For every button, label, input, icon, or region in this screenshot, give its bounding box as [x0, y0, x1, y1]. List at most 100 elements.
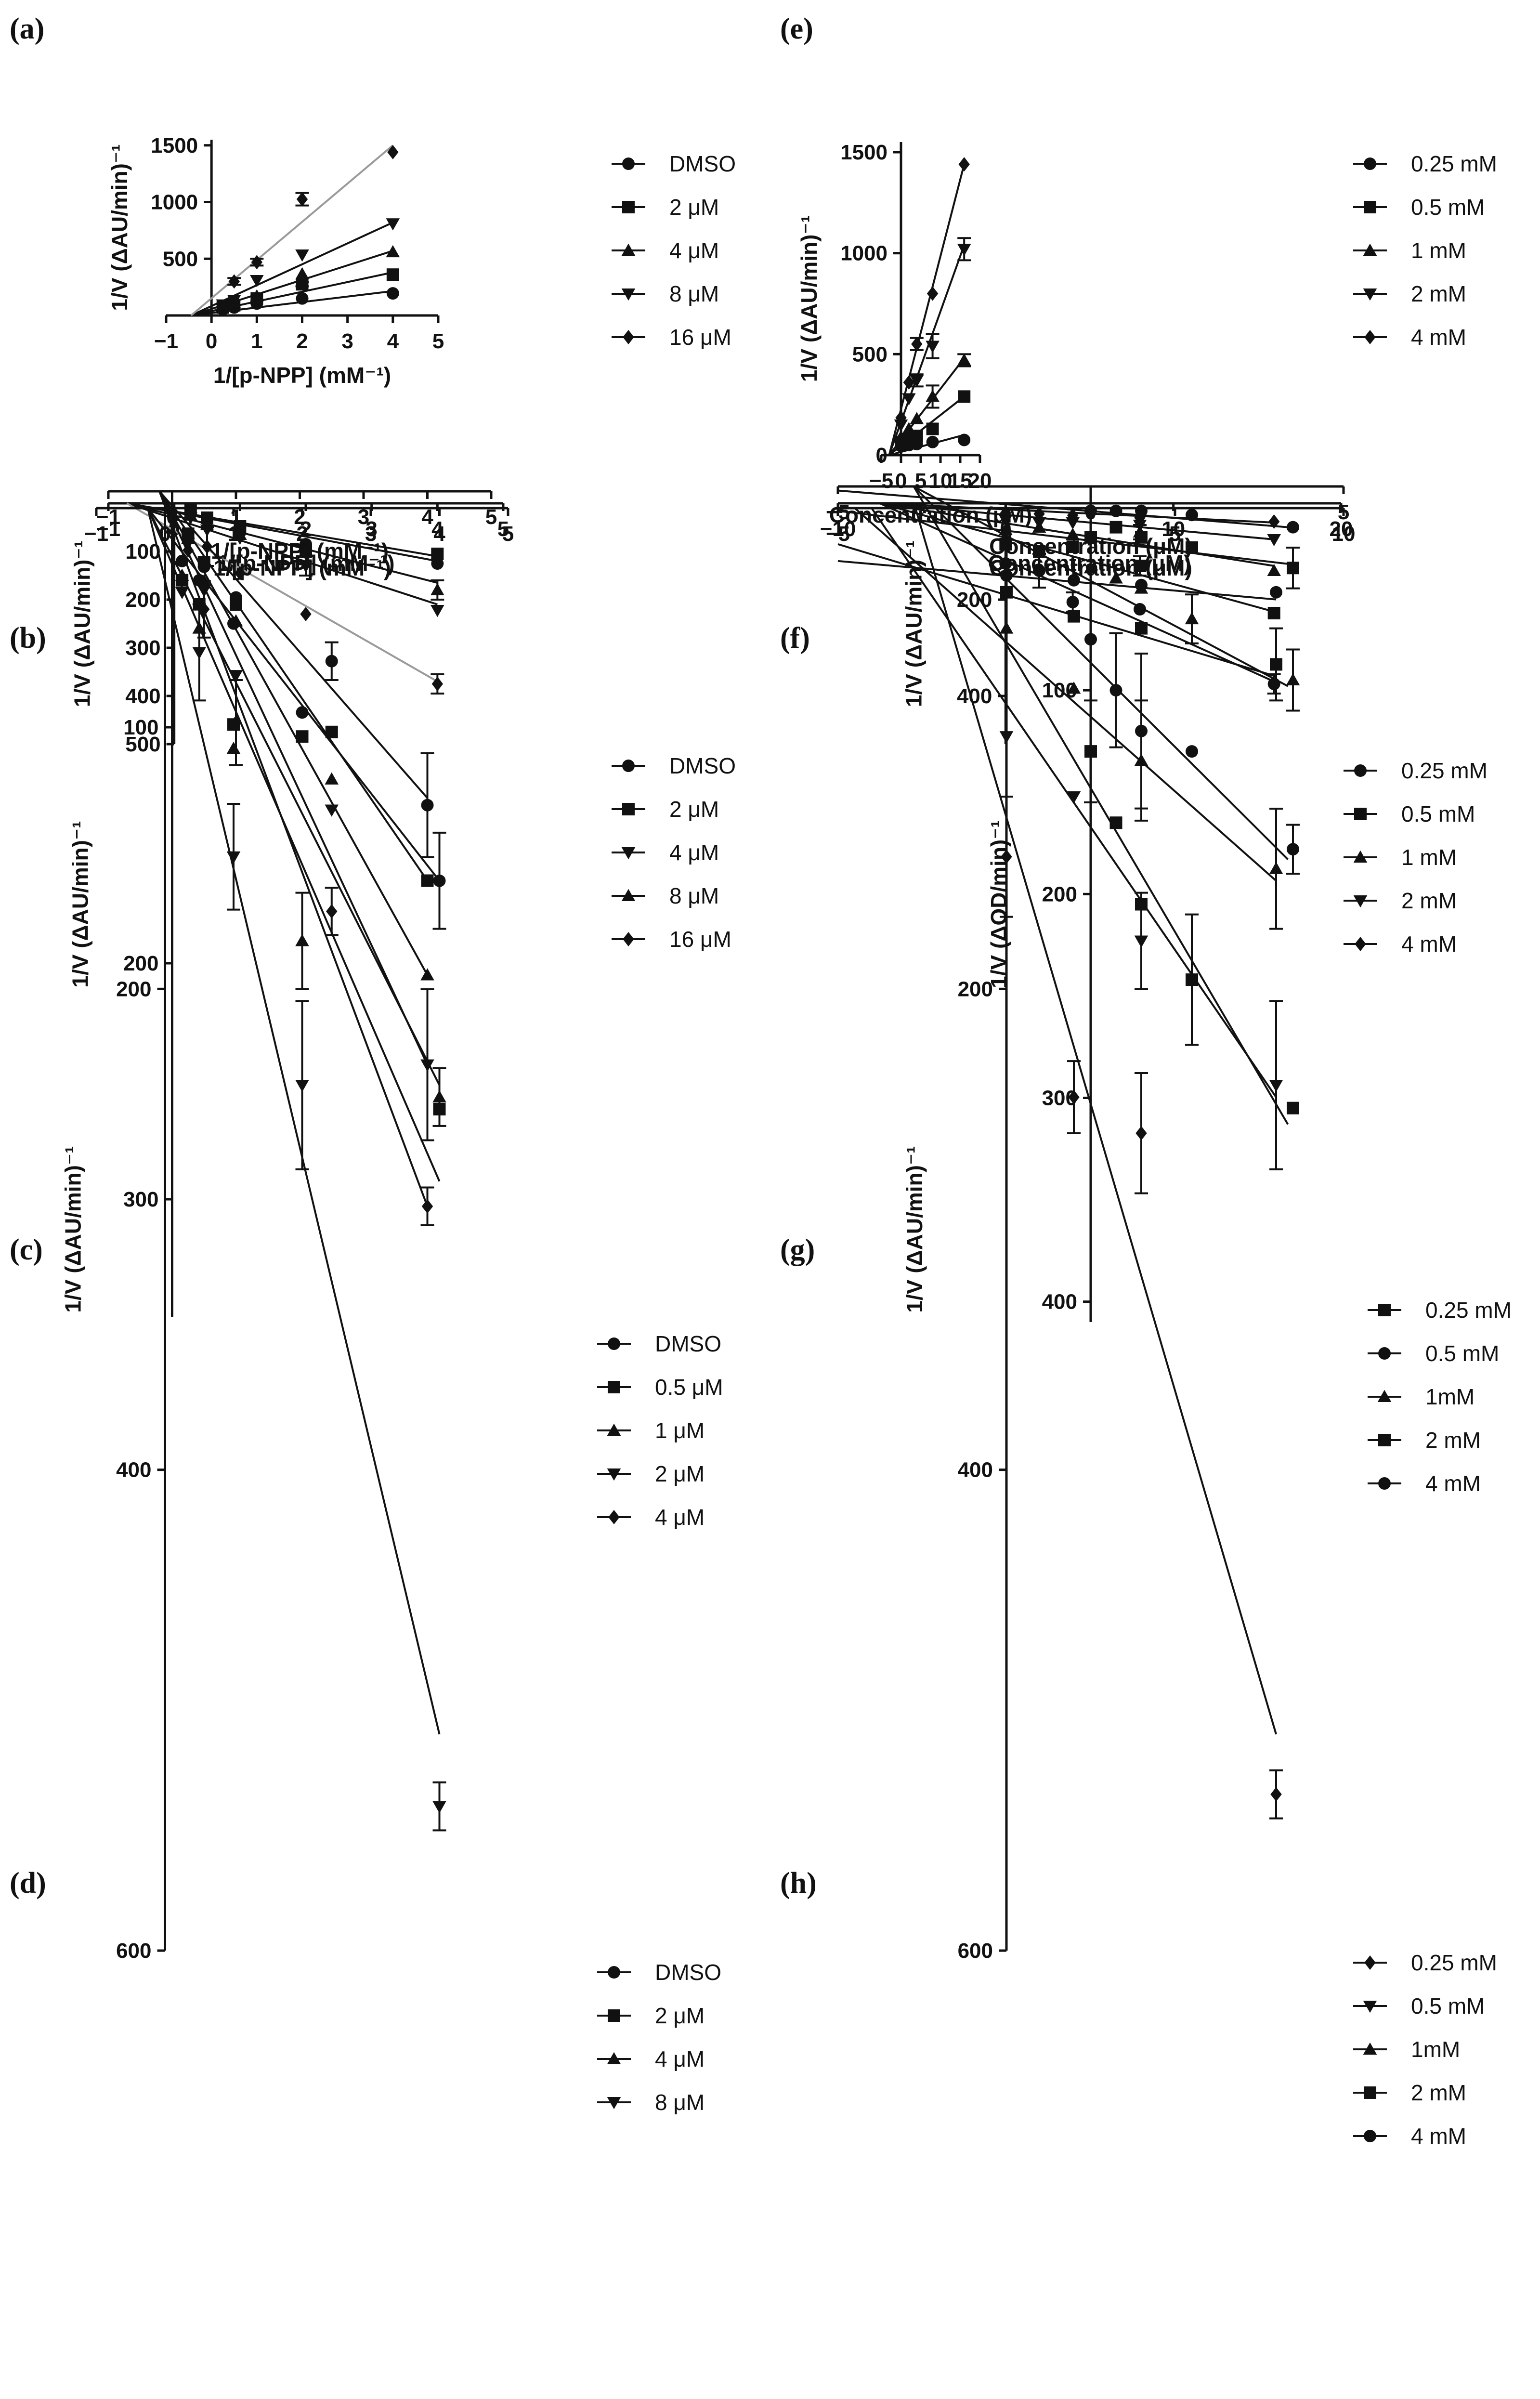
legend-label: 4 mM: [1411, 2124, 1466, 2149]
y-tick-label: 1000: [840, 242, 887, 265]
data-point: [226, 741, 241, 754]
data-point: [229, 670, 243, 682]
y-tick-label: 200: [125, 588, 160, 612]
data-point: [1287, 562, 1299, 575]
panel-b: (b)−10123451002003004005001/[p-NPP] (mM⁻…: [10, 502, 736, 952]
series-5: [837, 560, 1282, 601]
legend-marker: [1353, 895, 1368, 908]
legend-marker: [1364, 1955, 1376, 1970]
data-point: [431, 583, 444, 596]
data-point: [1066, 527, 1080, 540]
legend-label: 0.25 mM: [1411, 151, 1497, 176]
y-tick-label: 0: [876, 444, 887, 467]
data-point: [1066, 517, 1080, 530]
x-tick-label: −1: [84, 522, 108, 546]
panel-label: (h): [780, 1867, 817, 1900]
data-point: [1109, 504, 1122, 517]
x-tick-label: −10: [820, 517, 856, 541]
legend-label: 1 μM: [655, 1418, 705, 1443]
data-point: [1001, 849, 1012, 864]
data-point: [1135, 531, 1148, 544]
data-point: [1267, 607, 1280, 619]
data-point: [296, 292, 309, 305]
legend: DMSO 2 μM 4 μM 8 μM 16 μM: [612, 151, 736, 350]
series-3: [147, 508, 446, 1182]
data-point: [1067, 791, 1081, 804]
y-tick-label: 400: [1042, 1290, 1077, 1314]
data-point: [926, 341, 940, 353]
legend-label: 0.5 mM: [1411, 195, 1485, 220]
legend-label: 0.5 mM: [1411, 1993, 1485, 2019]
series-4: [158, 491, 434, 1141]
data-point: [296, 706, 309, 719]
data-point: [1068, 574, 1080, 587]
legend-label: 8 μM: [655, 2090, 705, 2115]
data-point: [251, 255, 263, 270]
x-tick-label: −5: [869, 469, 893, 493]
x-tick-label: 0: [206, 329, 217, 353]
legend-label: 4 mM: [1401, 931, 1457, 957]
y-tick-label: 400: [116, 1458, 151, 1482]
data-point: [325, 655, 338, 668]
legend-marker: [1364, 157, 1376, 170]
data-point: [1186, 745, 1198, 758]
legend-marker: [621, 889, 636, 902]
panel-label: (e): [780, 13, 813, 45]
data-point: [421, 874, 434, 887]
legend-marker: [1377, 1390, 1392, 1403]
legend-label: 2 μM: [655, 2003, 705, 2028]
fit-line: [158, 491, 429, 976]
data-point: [1066, 540, 1079, 553]
legend-marker: [1378, 1477, 1391, 1490]
data-point: [1287, 1101, 1299, 1114]
data-point: [958, 157, 970, 172]
data-point: [227, 718, 240, 731]
legend-marker: [1363, 2000, 1377, 2013]
legend-label: 2 μM: [669, 797, 719, 822]
x-tick-label: 2: [296, 522, 308, 546]
data-point: [1068, 1090, 1080, 1104]
legend: DMSO 0.5 μM 1 μM 2 μM 4 μM: [597, 1331, 723, 1530]
legend-marker: [622, 201, 635, 213]
x-axis-title: 1/[p-NPP] (mM⁻¹): [213, 555, 391, 580]
y-tick-label: 200: [1042, 882, 1077, 906]
legend-marker: [622, 803, 635, 815]
data-point: [894, 430, 908, 443]
y-tick-label: 1500: [840, 141, 887, 164]
legend: DMSO 2 μM 4 μM 8 μM 16 μM: [612, 753, 736, 952]
legend-label: 0.25 mM: [1425, 1298, 1512, 1323]
data-point: [1066, 596, 1079, 608]
data-point: [910, 412, 924, 424]
data-point: [300, 607, 312, 621]
data-point: [1000, 569, 1013, 582]
panel-label: (d): [10, 1867, 46, 1900]
fit-line: [126, 502, 438, 584]
data-point: [1134, 935, 1148, 948]
y-tick-label: 300: [123, 1188, 158, 1211]
data-point: [999, 731, 1014, 744]
legend-marker: [608, 2009, 620, 2022]
data-point: [228, 274, 240, 289]
series-5: [190, 144, 399, 316]
data-point: [1134, 753, 1148, 766]
data-point: [957, 244, 971, 256]
data-point: [910, 375, 924, 388]
data-point: [299, 560, 313, 573]
legend-marker: [1378, 1304, 1391, 1316]
x-tick-label: 3: [341, 329, 353, 353]
data-point: [895, 410, 907, 425]
data-point: [1270, 658, 1282, 671]
data-point: [1084, 504, 1097, 517]
legend-label: 0.25 mM: [1411, 1950, 1497, 1975]
fit-line: [879, 502, 1274, 524]
y-axis-title: 1/V (ΔAU/min)⁻¹: [796, 215, 822, 382]
data-point: [432, 1801, 446, 1813]
data-point: [234, 566, 246, 580]
data-point: [431, 557, 444, 570]
x-tick-label: 3: [365, 522, 377, 546]
panel-a: (a) −1 0 1 2 3 4 5 500 1000 1500 1/[p-NPP] (mM⁻¹) 1/…: [10, 13, 736, 388]
panel-label: (f): [780, 622, 810, 655]
series-1: [879, 502, 1281, 695]
data-point: [230, 598, 242, 611]
legend-label: DMSO: [669, 753, 736, 778]
